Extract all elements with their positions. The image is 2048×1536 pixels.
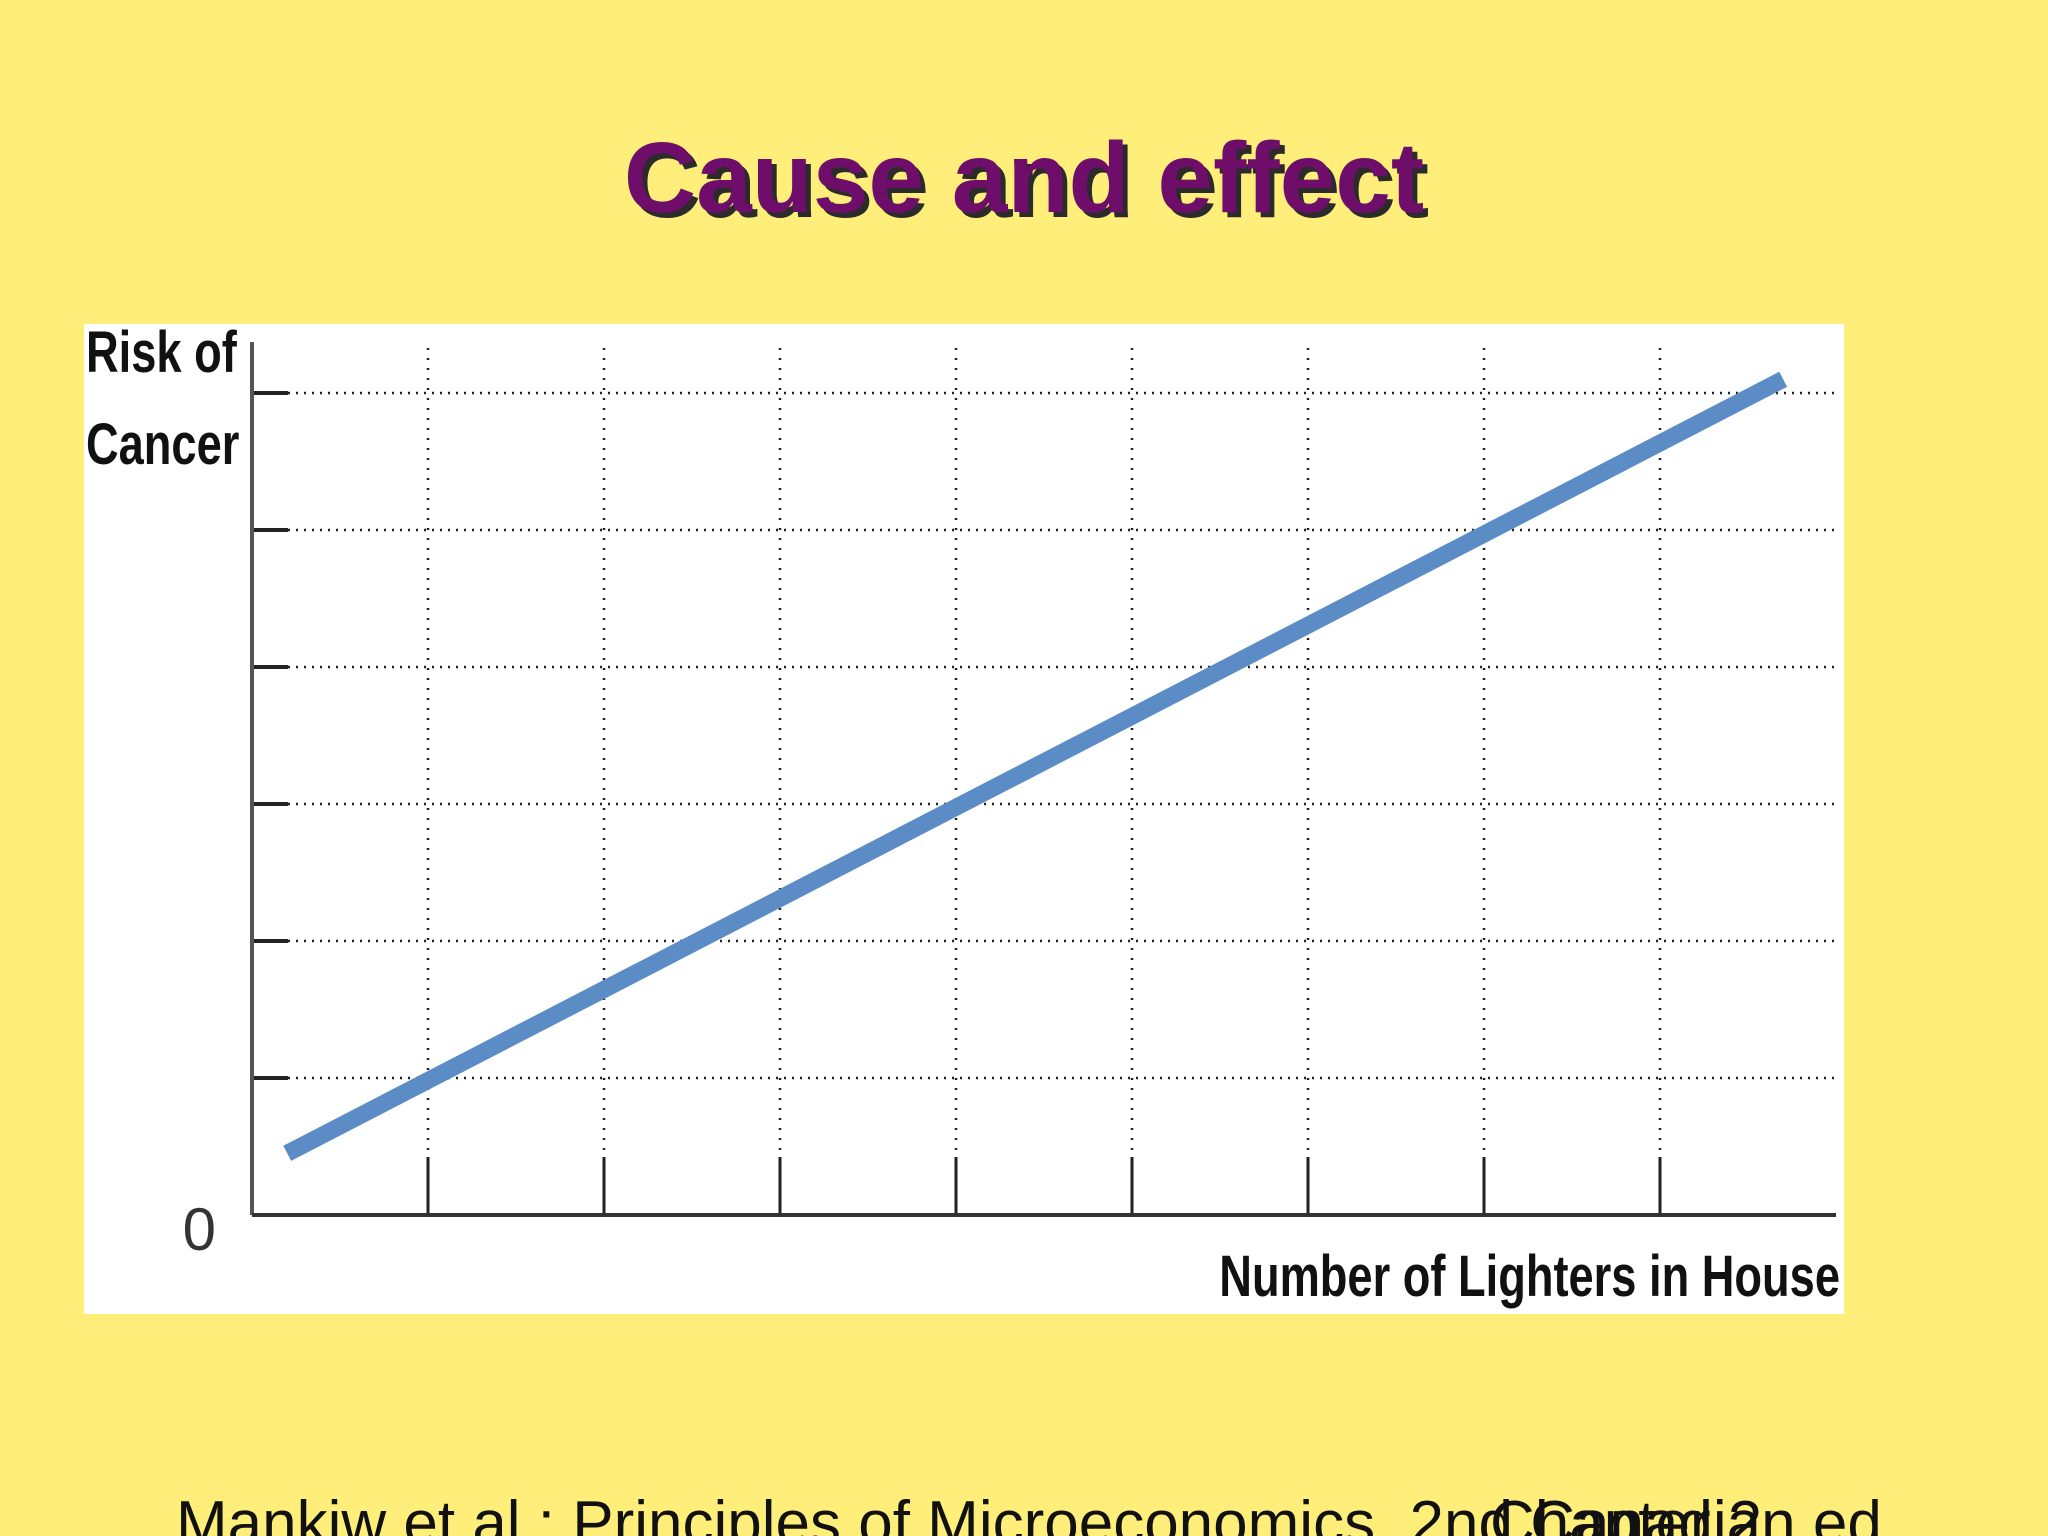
series [283,371,1788,1161]
slide-footer: Mankiw et al.: Principles of Microeconom… [0,1484,2048,1536]
grid-lines [256,348,1836,1213]
y-axis-label-line-2: Cancer [86,413,239,478]
chart-panel: Risk of Cancer 0 Number of Lighters in H… [84,324,1844,1314]
slide-title: Cause and effect [623,122,1425,234]
origin-tick-label: 0 [183,1196,216,1263]
line-chart: Risk of Cancer 0 Number of Lighters in H… [86,324,1840,1310]
y-axis-label-line-1: Risk of [86,324,237,385]
footer-chapter: Chapter 2 [1490,1489,1763,1536]
footer-citation: Mankiw et al.: Principles of Microeconom… [176,1489,1882,1536]
series-line [283,371,1788,1161]
x-axis-label: Number of Lighters in House [1219,1245,1840,1310]
axes [250,342,1836,1217]
